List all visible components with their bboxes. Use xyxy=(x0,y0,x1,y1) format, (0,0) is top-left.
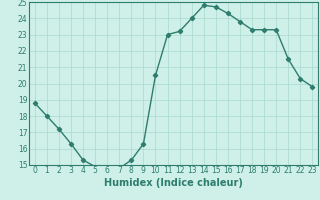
X-axis label: Humidex (Indice chaleur): Humidex (Indice chaleur) xyxy=(104,178,243,188)
